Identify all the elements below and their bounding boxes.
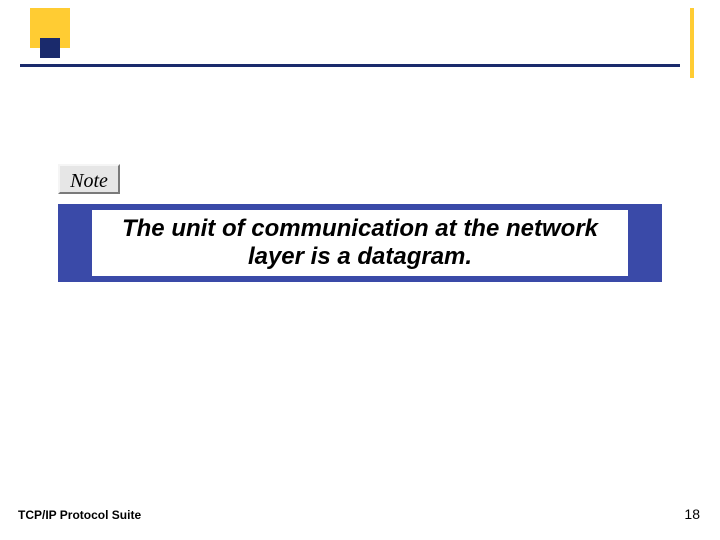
header-side-rule	[690, 8, 694, 78]
footer-title: TCP/IP Protocol Suite	[18, 508, 141, 522]
header-accent-navy	[40, 38, 60, 58]
statement-text: The unit of communication at the network…	[92, 210, 628, 276]
page-number: 18	[660, 506, 700, 522]
note-label: Note	[58, 164, 120, 194]
slide: Note The unit of communication at the ne…	[0, 0, 720, 540]
header-rule	[20, 64, 680, 67]
